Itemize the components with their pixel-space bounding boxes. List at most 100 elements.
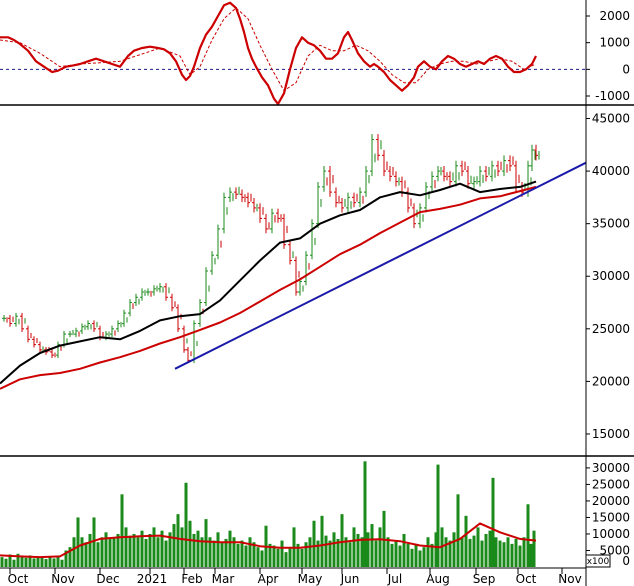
volume-bar (288, 547, 292, 567)
volume-bar (308, 537, 312, 567)
x-tick-label: Oct (8, 572, 29, 586)
volume-bar (200, 537, 204, 567)
volume-bar (172, 524, 176, 567)
volume-bar (484, 533, 488, 567)
volume-bar (374, 540, 378, 567)
volume-bar (224, 538, 228, 567)
x-tick-label: Dec (96, 572, 119, 586)
volume-bar (434, 532, 438, 567)
volume-y-tick-label: 15000 (592, 510, 630, 524)
price-y-tick-label: 20000 (592, 374, 630, 388)
volume-bar (304, 542, 308, 567)
volume-bar (280, 540, 284, 567)
volume-bar (248, 537, 252, 567)
volume-bar (184, 482, 188, 567)
volume-bar (76, 517, 80, 567)
volume-bar (332, 532, 336, 567)
x-tick-label: May (298, 572, 323, 586)
volume-bar (529, 543, 533, 567)
x-tick-label: 2021 (137, 572, 168, 586)
volume-bar (256, 547, 260, 567)
x-tick-label: Mar (212, 572, 235, 586)
volume-ma-line (0, 522, 537, 559)
volume-y-tick-label: 0 (622, 554, 630, 568)
volume-bar (532, 530, 536, 567)
volume-bar (522, 537, 526, 567)
volume-bar (336, 538, 340, 567)
x-tick-label: Sep (473, 572, 496, 586)
volume-bar (176, 514, 180, 567)
volume-bar (212, 540, 216, 567)
x-tick-label: Jul (387, 572, 402, 586)
volume-bar (44, 559, 48, 567)
volume-bar (386, 537, 390, 567)
volume-bar (188, 520, 192, 567)
volume-bar (324, 535, 328, 567)
volume-bar (344, 537, 348, 567)
volume-bar (300, 548, 304, 567)
volume-bar (363, 461, 367, 567)
volume-bar (228, 530, 232, 567)
price-ma-red-line (0, 185, 537, 390)
volume-bar (68, 547, 72, 567)
volume-bar (268, 543, 272, 567)
volume-bar (80, 537, 84, 567)
volume-bar (390, 543, 394, 567)
volume-bar (284, 552, 288, 567)
volume-bar (192, 533, 196, 567)
volume-bar (28, 555, 32, 567)
volume-bar (0, 557, 4, 567)
volume-bar (48, 557, 52, 567)
price-y-tick-label: 30000 (592, 269, 630, 283)
volume-bar (168, 532, 172, 567)
volume-bar (320, 515, 324, 567)
price-trendline (174, 161, 587, 370)
volume-bar (488, 530, 492, 567)
volume-bar (418, 550, 422, 567)
volume-bar (460, 537, 464, 567)
x-tick-label: Jun (340, 572, 360, 586)
volume-bar (276, 548, 280, 567)
volume-y-tick-label: 10000 (592, 527, 630, 541)
volume-bar (40, 557, 44, 567)
volume-bar (518, 545, 522, 567)
price-y-tick-label: 15000 (592, 427, 630, 441)
volume-bar (156, 537, 160, 567)
volume-bar (378, 527, 382, 567)
volume-bar (394, 540, 398, 567)
volume-bar (348, 542, 352, 567)
volume-y-tick-label: 25000 (592, 477, 630, 491)
price-panel: 45000 40000 35000 30000 25000 20000 15000 (0, 112, 630, 441)
volume-bar (260, 550, 264, 567)
volume-bar (32, 558, 36, 567)
volume-unit-label: x100 (587, 557, 610, 567)
volume-bar (208, 537, 212, 567)
volume-bar (444, 537, 448, 567)
volume-bar (112, 537, 116, 567)
volume-bar (468, 538, 472, 567)
volume-bar (220, 542, 224, 567)
volume-bar (232, 537, 236, 567)
volume-bar (236, 543, 240, 567)
volume-bar (180, 527, 184, 567)
volume-bar (84, 542, 88, 567)
volume-y-tick-label: 5000 (599, 543, 630, 557)
x-tick-label: Aug (426, 572, 449, 586)
oscillator-y-tick-label: 0 (622, 62, 630, 76)
volume-bar (16, 553, 20, 567)
volume-bar (398, 545, 402, 567)
volume-bar (448, 540, 452, 567)
volume-bar (502, 542, 506, 567)
volume-bar (356, 533, 360, 567)
oscillator-y-tick-label: 2000 (599, 9, 630, 23)
volume-bar (204, 519, 208, 567)
volume-bar (436, 464, 440, 567)
volume-bar (498, 540, 502, 567)
price-y-tick-label: 25000 (592, 322, 630, 336)
volume-bar (132, 533, 136, 567)
volume-bar (100, 537, 104, 567)
volume-bar (216, 532, 220, 567)
volume-bar (252, 542, 256, 567)
